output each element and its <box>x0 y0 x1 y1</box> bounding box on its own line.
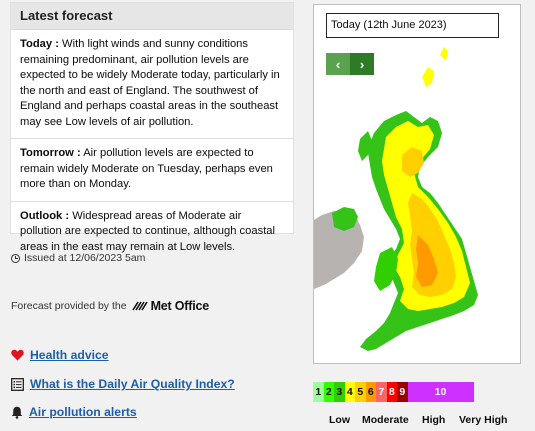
forecast-today: Today : With light winds and sunny condi… <box>11 30 293 139</box>
daqi-level-7: 7 <box>376 382 387 402</box>
band-high-label: High <box>422 414 446 426</box>
met-office-wave-icon <box>131 301 148 311</box>
previous-day-button[interactable]: ‹ <box>326 53 350 75</box>
forecast-outlook: Outlook : Widespread areas of Moderate a… <box>11 202 293 264</box>
ireland-land <box>314 211 364 289</box>
provider-text: Forecast provided by the <box>11 300 127 312</box>
bell-icon <box>11 406 23 419</box>
daqi-level-2: 2 <box>323 382 334 402</box>
heart-icon <box>11 349 24 361</box>
chevron-right-icon: › <box>359 56 365 72</box>
outlook-text: Widespread areas of Moderate air polluti… <box>20 209 276 253</box>
issued-text: Issued at 12/06/2023 5am <box>24 252 146 264</box>
met-office-logo-text: Met Office <box>150 299 210 313</box>
daqi-level-6: 6 <box>365 382 376 402</box>
band-moderate-label: Moderate <box>362 414 409 426</box>
wales-region <box>374 247 398 291</box>
daqi-level-4: 4 <box>344 382 355 402</box>
daqi-level-3: 3 <box>334 382 345 402</box>
today-label: Today : <box>20 38 59 50</box>
forecast-tomorrow: Tomorrow : Air pollution levels are expe… <box>11 139 293 202</box>
daqi-info-label: What is the Daily Air Quality Index? <box>30 377 235 391</box>
outlook-label: Outlook : <box>20 209 70 222</box>
health-advice-label: Health advice <box>30 348 109 362</box>
forecast-column: Latest forecast Today : With light winds… <box>10 2 294 419</box>
issued-timestamp: Issued at 12/06/2023 5am <box>11 252 145 264</box>
northern-isles <box>422 67 434 87</box>
latest-forecast-panel: Latest forecast Today : With light winds… <box>10 2 294 253</box>
forecast-provider: Forecast provided by the Met Office <box>11 299 209 313</box>
northern-ireland-region <box>332 207 358 231</box>
daqi-info-link[interactable]: What is the Daily Air Quality Index? <box>11 377 235 391</box>
daqi-level-10: 10 <box>407 382 474 402</box>
daqi-level-9: 9 <box>397 382 408 402</box>
health-advice-link[interactable]: Health advice <box>11 348 109 362</box>
moderate-band-orange <box>416 235 438 287</box>
map-column: Today (12th June 2023) ‹ › <box>305 0 535 431</box>
daqi-level-5: 5 <box>355 382 366 402</box>
western-isles <box>358 131 372 161</box>
daqi-level-1: 1 <box>313 382 324 402</box>
daqi-level-8: 8 <box>386 382 397 402</box>
band-low-label: Low <box>329 414 350 426</box>
clock-icon <box>11 253 20 263</box>
chevron-left-icon: ‹ <box>335 56 341 72</box>
tomorrow-text: Air pollution levels are expected to rem… <box>20 147 273 190</box>
date-select[interactable]: Today (12th June 2023) <box>326 13 499 38</box>
shetland-isles <box>440 47 448 61</box>
daqi-scale: 1 2 3 4 5 6 7 8 9 10 <box>313 382 474 402</box>
panel-title: Latest forecast <box>11 3 293 30</box>
forecast-map[interactable]: Today (12th June 2023) ‹ › <box>313 4 521 364</box>
today-text: With light winds and sunny conditions re… <box>20 38 280 128</box>
band-very-high-label: Very High <box>459 414 508 426</box>
pollution-alerts-label: Air pollution alerts <box>29 405 137 419</box>
list-icon <box>11 377 24 391</box>
pollution-alerts-link[interactable]: Air pollution alerts <box>11 405 137 419</box>
next-day-button[interactable]: › <box>350 53 374 75</box>
map-date-navigation: ‹ › <box>326 53 374 75</box>
daqi-band-labels: Low Moderate High Very High <box>313 414 523 428</box>
tomorrow-label: Tomorrow : <box>20 147 81 159</box>
moderate-band-amber <box>402 147 456 297</box>
met-office-logo[interactable]: Met Office <box>131 299 210 313</box>
uk-pollution-map <box>314 47 478 351</box>
